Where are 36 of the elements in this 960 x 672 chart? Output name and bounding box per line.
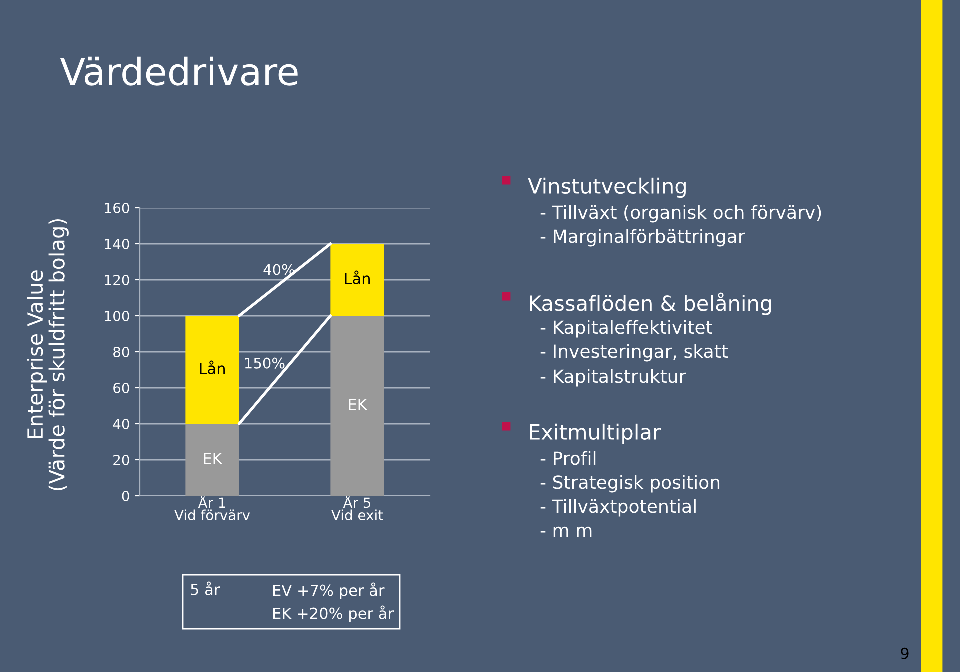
- text: - Tillväxt (organisk och förvärv): [540, 205, 822, 223]
- y-tick-label: 60: [114, 382, 130, 394]
- y-tick-label: 20: [114, 454, 130, 466]
- y-tick-label: 140: [105, 238, 130, 250]
- bar: [330, 316, 384, 496]
- y-tick-label: 160: [105, 202, 130, 214]
- text: - Marginalförbättringar: [540, 229, 746, 247]
- y-tick-label: 120: [105, 274, 130, 286]
- text: EK: [349, 399, 368, 410]
- text: Vinstutveckling: [528, 178, 686, 198]
- text: Exitmultiplar: [530, 424, 662, 444]
- text: - Tillväxtpotential: [540, 499, 696, 517]
- text: Lån: [200, 360, 225, 374]
- series-label: Lån: [345, 270, 370, 284]
- text: - Profil: [540, 451, 596, 466]
- bar: [186, 316, 240, 424]
- text: Kassaflöden & belåning: [530, 292, 772, 316]
- y-tick-label: 0: [122, 490, 130, 502]
- bar: [330, 244, 384, 316]
- annotation: 150%: [245, 358, 285, 369]
- y-axis-title: Enterprise Value (Värde för skuldfritt bolag): [27, 219, 69, 491]
- text: EV +7% per år: [274, 582, 385, 600]
- text: - Kapitaleffektivitet: [540, 320, 712, 338]
- y-tick-label: 80: [114, 346, 130, 358]
- text: 9: [901, 648, 909, 660]
- series-label: EK: [204, 453, 223, 464]
- y-tick-label: 100: [105, 310, 130, 322]
- text: - Investeringar, skatt: [540, 344, 728, 362]
- text: - m m: [540, 526, 592, 537]
- text: 5 år: [191, 582, 220, 596]
- bar: [186, 424, 240, 496]
- text: EK +20% per år: [274, 606, 394, 622]
- chart-title: Värdedrivare: [60, 56, 298, 86]
- text: - Strategisk position: [540, 475, 720, 493]
- text: - Kapitalstruktur: [540, 369, 686, 387]
- y-tick-label: 40: [113, 418, 130, 430]
